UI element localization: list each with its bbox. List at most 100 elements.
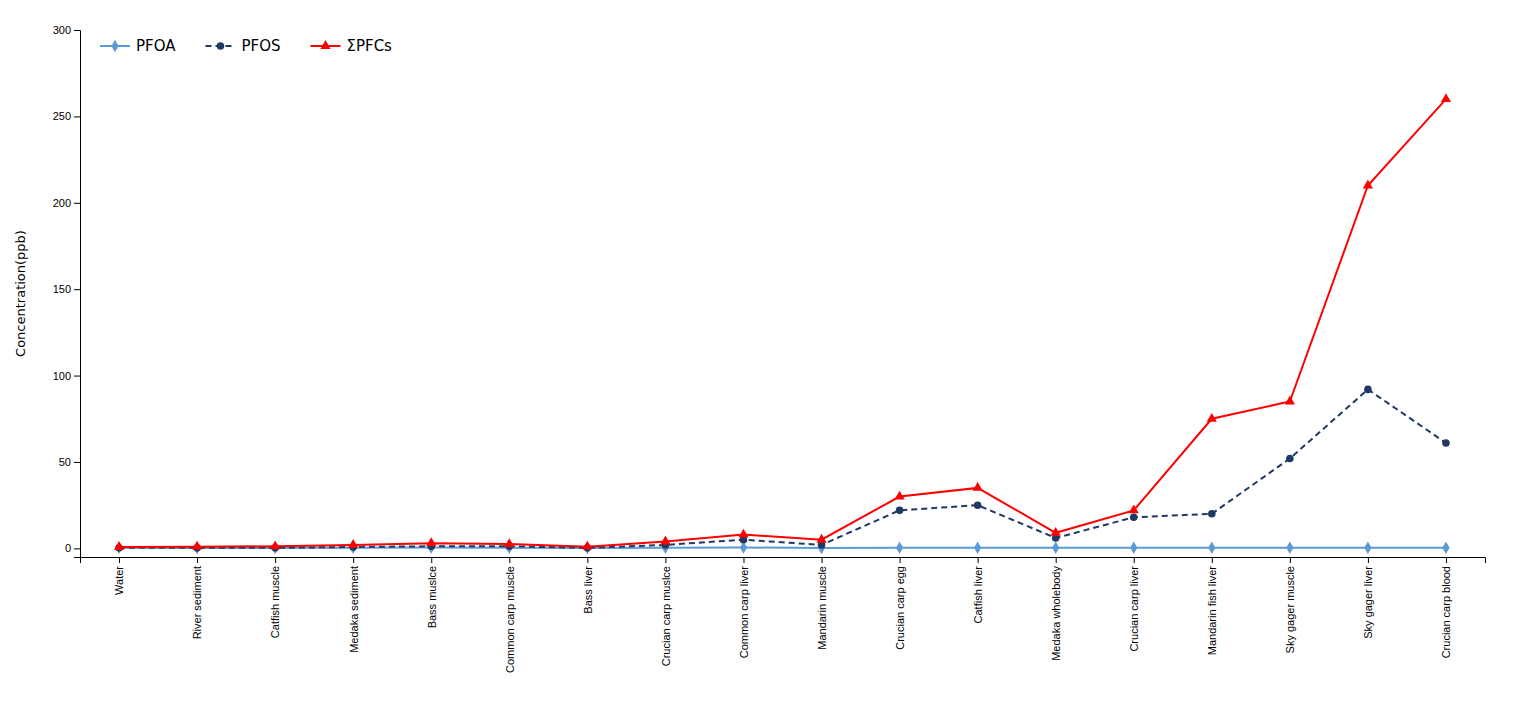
x-tick-mark [587,557,588,563]
x-tick-label: River sediment [191,566,203,639]
chart: WaterRiver sedimentCatfish muscleMedaka … [0,0,1515,707]
series-line [119,389,1446,547]
x-tick-label: Crucian carp liver [1128,566,1140,652]
legend-label: PFOA [136,37,176,55]
x-tick-label: Catfish liver [972,566,984,624]
x-tick-label: Mandarin muscle [816,566,828,650]
series-marker [896,542,903,554]
x-tick-mark [1290,557,1291,563]
series-marker [738,529,748,538]
x-tick-label: Mandarin fish liver [1206,566,1218,656]
x-tick: Medaka sediment [348,557,360,653]
series-marker [816,534,826,543]
y-axis: 050100150200250300 [53,24,81,557]
series-marker [426,537,436,546]
x-tick: Sky gager liver [1362,557,1374,639]
x-tick: Crucian carp muslce [660,557,672,666]
x-tick-label: Medaka wholebody [1050,566,1062,661]
y-tick-mark [74,289,80,290]
x-tick: Water [113,557,125,595]
legend-symbol [217,42,225,50]
x-tick-mark [509,557,510,563]
x-tick-mark [1212,557,1213,563]
series-marker [1442,542,1449,554]
series-marker [192,541,202,550]
series-marker [660,536,670,545]
legend-symbol [111,40,118,52]
x-tick-label: Crucian carp blood [1440,566,1452,658]
x-tick-mark [275,557,276,563]
series-marker [1130,542,1137,554]
y-tick-label: 150 [53,283,71,295]
x-tick-mark [743,557,744,563]
x-axis: WaterRiver sedimentCatfish muscleMedaka … [81,557,1486,673]
y-tick: 200 [53,197,80,209]
x-tick: Mandarin muscle [816,557,828,650]
series-marker [1442,439,1450,447]
x-tick-mark [1134,557,1135,563]
x-tick-label: Bass liver [582,566,594,614]
series-marker [1051,527,1061,536]
x-tick-label: Common carp liver [738,566,750,659]
series-marker [270,540,280,549]
series-marker [348,539,358,548]
series-marker [1129,504,1139,513]
x-tick-mark [431,557,432,563]
legend-label: ΣPFCs [347,37,393,55]
x-tick-label: Medaka sediment [348,566,360,653]
series-marker [1441,93,1451,102]
x-tick-mark [197,557,198,563]
x-tick-label: Water [113,566,125,595]
series-marker [1207,413,1217,422]
y-tick: 100 [53,370,80,382]
y-tick-mark [74,376,80,377]
series [114,93,1451,550]
x-tick: Bass liver [582,557,594,614]
series-marker [1363,180,1373,189]
x-tick: Catfish liver [972,557,984,623]
x-tick-mark [1446,557,1447,563]
y-tick: 50 [59,456,80,468]
x-tick-label: Crucian carp egg [894,566,906,650]
series-marker [582,541,592,550]
x-tick-mark [1056,557,1057,563]
x-tick-label: Common carp muscle [504,566,516,673]
x-tick: Bass muslce [426,557,438,628]
series-marker [1286,542,1293,554]
marks [114,93,1451,554]
legend-item: PFOS [205,37,280,55]
x-tick-mark [822,557,823,563]
series-line [119,546,1446,549]
series-marker [1052,542,1059,554]
x-tick-mark [119,557,120,563]
x-tick-label: Sky gager liver [1362,566,1374,639]
series-marker [973,482,983,491]
series-marker [1364,386,1372,394]
x-tick: Common carp muscle [504,557,516,673]
series-marker [1208,542,1215,554]
legend: PFOA PFOS ΣPFCs [100,37,392,55]
plot: WaterRiver sedimentCatfish muscleMedaka … [13,24,1486,673]
series-marker [1130,513,1138,521]
x-tick-label: Bass muslce [426,566,438,628]
series-marker [1364,542,1371,554]
x-tick: Medaka wholebody [1050,557,1062,661]
y-tick-label: 100 [53,370,71,382]
x-tick-mark [978,557,979,563]
x-tick: Crucian carp egg [894,557,906,650]
legend-symbol [320,40,330,49]
x-tick: Crucian carp liver [1128,557,1140,652]
x-tick: Crucian carp blood [1440,557,1452,658]
series-marker [818,542,825,554]
y-tick: 0 [65,542,80,554]
x-tick-mark [353,557,354,563]
y-tick: 150 [53,283,80,295]
legend-label: PFOS [241,37,280,55]
y-tick-label: 250 [53,110,71,122]
x-tick-mark [900,557,901,563]
y-axis-title: Concentration(ppb) [13,230,28,357]
x-tick-label: Sky gager muscle [1284,566,1296,653]
x-tick: Mandarin fish liver [1206,557,1218,655]
series-marker [894,491,904,500]
series-marker [974,501,982,509]
